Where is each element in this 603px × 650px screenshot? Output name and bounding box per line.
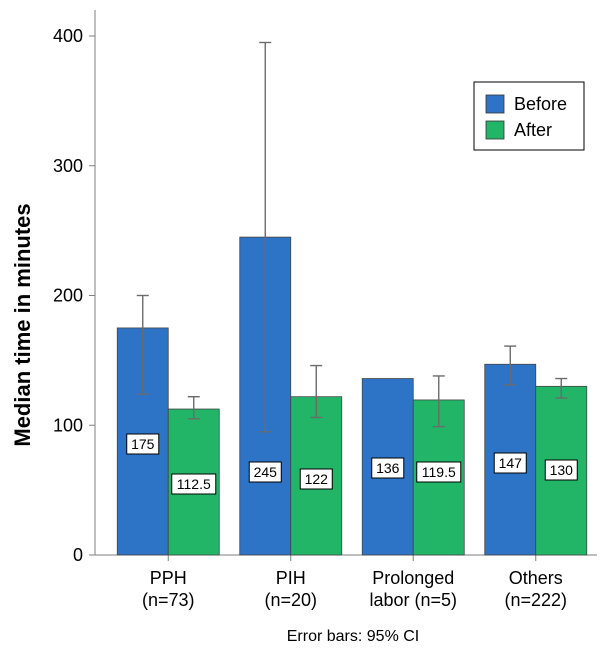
data-label: 122 — [305, 471, 329, 487]
x-tick-label-line: Prolonged — [372, 568, 454, 588]
legend: Before After — [473, 81, 585, 151]
x-tick-label-line: (n=20) — [264, 590, 317, 610]
x-axis: PPH (n=73) PIH (n=20) Prolonged labor (n=5) Ot… — [95, 554, 597, 610]
y-tick-label: 200 — [53, 286, 83, 306]
legend-swatch-before — [485, 94, 505, 114]
y-tick-label: 100 — [53, 415, 83, 435]
legend-label-after: After — [514, 120, 552, 140]
y-axis: 0 100 200 300 400 — [53, 10, 96, 565]
x-tick-label-line: (n=73) — [142, 590, 195, 610]
data-label: 147 — [499, 455, 523, 471]
x-tick-label-line: PPH — [150, 568, 187, 588]
data-label-box — [371, 457, 405, 479]
data-label-box — [171, 473, 217, 495]
y-tick-label: 0 — [73, 545, 83, 565]
data-label-box — [416, 461, 462, 483]
data-label-box — [493, 452, 527, 474]
data-label-box — [248, 461, 282, 483]
x-tick-label: PPH (n=73) — [142, 568, 195, 610]
data-label-box — [544, 459, 578, 481]
footnote: Error bars: 95% CI — [287, 628, 419, 645]
y-tick-label: 400 — [53, 26, 83, 46]
data-label: 119.5 — [422, 464, 456, 480]
x-tick-label: Prolonged labor (n=5) — [369, 568, 457, 610]
bars — [116, 236, 588, 556]
x-tick-label-line: PIH — [276, 568, 306, 588]
x-tick-label: PIH (n=20) — [264, 568, 317, 610]
data-label: 136 — [376, 460, 400, 476]
x-tick-label-line: Others — [509, 568, 563, 588]
legend-label-before: Before — [514, 94, 567, 114]
data-label-box — [299, 468, 333, 490]
data-label: 112.5 — [177, 476, 211, 492]
x-tick-label-line: labor (n=5) — [369, 590, 457, 610]
data-label: 130 — [550, 462, 574, 478]
y-tick-label: 300 — [53, 156, 83, 176]
data-labels: 175 245 136 147 112.5 122 119.5 130 — [126, 433, 578, 495]
error-bars — [136, 41, 568, 433]
data-label: 175 — [131, 436, 155, 452]
x-tick-label-line: (n=222) — [504, 590, 567, 610]
data-label-box — [126, 433, 160, 455]
data-label: 245 — [254, 464, 278, 480]
x-tick-label: Others (n=222) — [504, 568, 567, 610]
y-axis-label: Median time in minutes — [10, 203, 35, 446]
legend-swatch-after — [485, 120, 505, 140]
